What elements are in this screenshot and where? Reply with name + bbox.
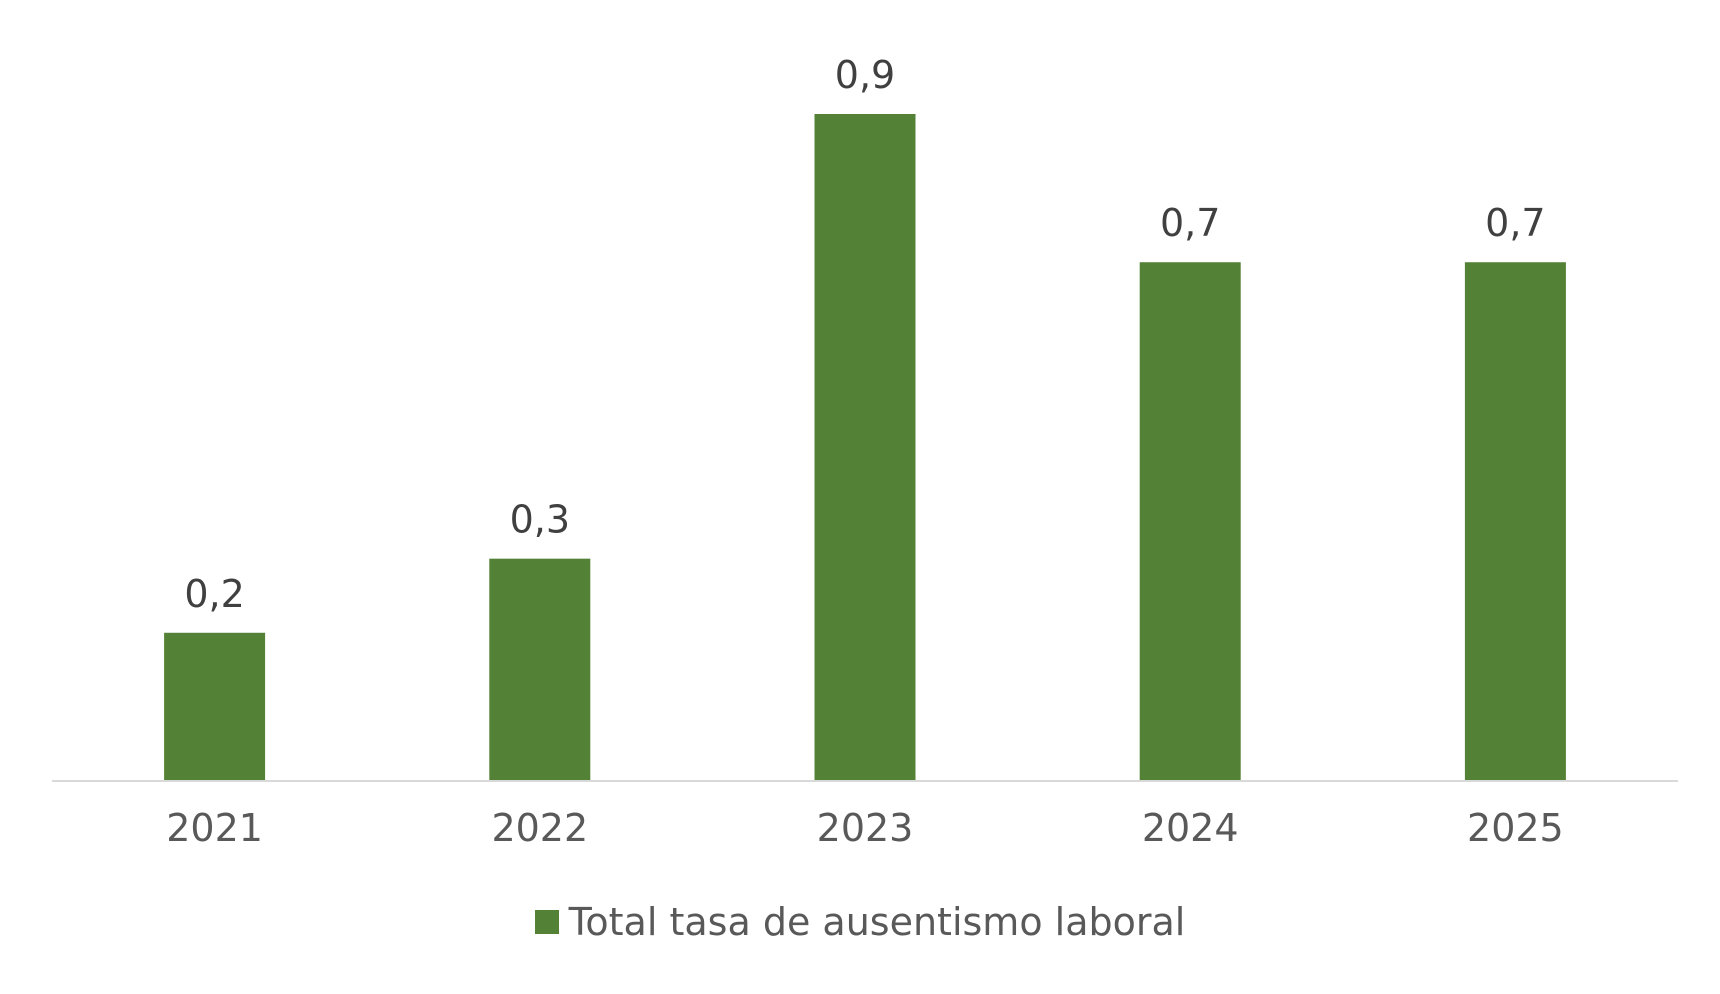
bar-2023: [814, 114, 916, 781]
bar-2024: [1139, 262, 1241, 781]
x-tick-label-2022: 2022: [491, 806, 588, 850]
data-label-2021: 0,2: [184, 572, 244, 616]
data-label-2024: 0,7: [1160, 201, 1220, 245]
x-tick-label-2025: 2025: [1467, 806, 1564, 850]
data-label-2022: 0,3: [510, 498, 570, 542]
bar-2021: [164, 632, 266, 781]
legend-swatch: [534, 910, 559, 934]
x-tick-label-2021: 2021: [166, 806, 263, 850]
x-tick-label-2023: 2023: [817, 806, 914, 850]
legend: Total tasa de ausentismo laboral: [0, 900, 1720, 944]
legend-label: Total tasa de ausentismo laboral: [568, 900, 1186, 944]
bar-2025: [1464, 262, 1566, 781]
bar-2022: [489, 558, 591, 781]
data-label-2023: 0,9: [835, 53, 895, 97]
data-label-2025: 0,7: [1485, 201, 1545, 245]
x-tick-label-2024: 2024: [1142, 806, 1239, 850]
